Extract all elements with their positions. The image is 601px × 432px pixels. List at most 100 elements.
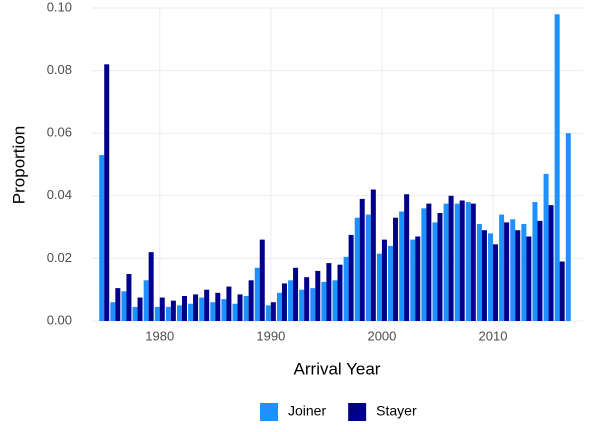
bar [443, 203, 449, 321]
x-axis-title: Arrival Year [294, 359, 381, 378]
bar [276, 292, 282, 321]
bar [493, 244, 499, 321]
legend-swatch [348, 403, 367, 421]
bar [315, 270, 321, 321]
bar [193, 294, 199, 321]
bar [199, 297, 205, 321]
bar [270, 302, 276, 321]
bar [126, 274, 132, 321]
x-tick-label: 1980 [145, 328, 174, 343]
bar [181, 295, 187, 321]
bar [488, 233, 494, 321]
bar [293, 267, 299, 321]
bar [421, 208, 427, 321]
bar [399, 211, 405, 321]
bar [337, 264, 343, 321]
bar [226, 286, 232, 321]
bar [143, 280, 149, 321]
bar [359, 198, 365, 321]
bar [204, 289, 210, 321]
bar [115, 288, 121, 321]
bar [354, 217, 360, 321]
bar [370, 189, 376, 321]
legend-label: Stayer [376, 403, 417, 419]
bar [448, 195, 454, 321]
bar [388, 245, 394, 321]
bar [265, 305, 271, 321]
bar [254, 267, 260, 321]
bar [499, 214, 505, 321]
bar [232, 303, 238, 321]
bar [526, 236, 532, 321]
bar [215, 292, 221, 321]
bar [381, 239, 387, 321]
bar [99, 155, 105, 321]
x-tick-label: 2000 [367, 328, 396, 343]
y-tick-label: 0.06 [47, 125, 72, 140]
bar [299, 289, 305, 321]
bar [159, 297, 165, 321]
bar [110, 302, 116, 321]
y-tick-label: 0.04 [47, 187, 72, 202]
bar [104, 64, 110, 321]
bar [432, 222, 438, 321]
bar [504, 222, 510, 321]
bar [470, 203, 476, 321]
legend-label: Joiner [288, 403, 326, 419]
bar [154, 306, 160, 321]
y-tick-label: 0.00 [47, 312, 72, 327]
bar [537, 220, 543, 321]
y-axis-title: Proportion [9, 126, 28, 204]
bar [210, 302, 216, 321]
bar [259, 239, 265, 321]
y-tick-label: 0.08 [47, 62, 72, 77]
bar [281, 283, 287, 321]
x-tick-label: 1990 [256, 328, 285, 343]
bar [176, 305, 182, 321]
bar [343, 256, 349, 321]
y-tick-label: 0.10 [47, 0, 72, 14]
x-tick-label: 2010 [479, 328, 508, 343]
legend-swatch [260, 403, 278, 421]
bar [332, 280, 338, 321]
bar [393, 217, 399, 321]
bar [521, 223, 527, 321]
bar [188, 303, 194, 321]
bar [476, 223, 482, 321]
bar [404, 194, 410, 321]
bar [326, 263, 332, 321]
bar [121, 291, 127, 321]
bar [321, 281, 327, 321]
bar [348, 234, 354, 321]
bar [376, 253, 382, 321]
bar [137, 297, 143, 321]
bar [165, 306, 171, 321]
bar [437, 213, 443, 321]
bar [304, 277, 310, 321]
bar [243, 295, 249, 321]
bar [481, 230, 487, 321]
bar [132, 306, 138, 321]
bar [548, 205, 554, 321]
bar [426, 203, 432, 321]
bar [559, 261, 565, 321]
bar [221, 299, 227, 321]
bar [465, 202, 471, 321]
bar [554, 14, 560, 321]
bar [543, 173, 549, 321]
bar [248, 280, 254, 321]
bar [410, 239, 416, 321]
bar [288, 280, 294, 321]
bar [415, 236, 421, 321]
bar [454, 203, 460, 321]
bar [170, 300, 176, 321]
bar [532, 202, 538, 321]
bar [310, 288, 316, 321]
bar [237, 294, 243, 321]
bar [515, 230, 521, 321]
bar [365, 214, 371, 321]
y-tick-label: 0.02 [47, 250, 72, 265]
bar [510, 219, 516, 321]
